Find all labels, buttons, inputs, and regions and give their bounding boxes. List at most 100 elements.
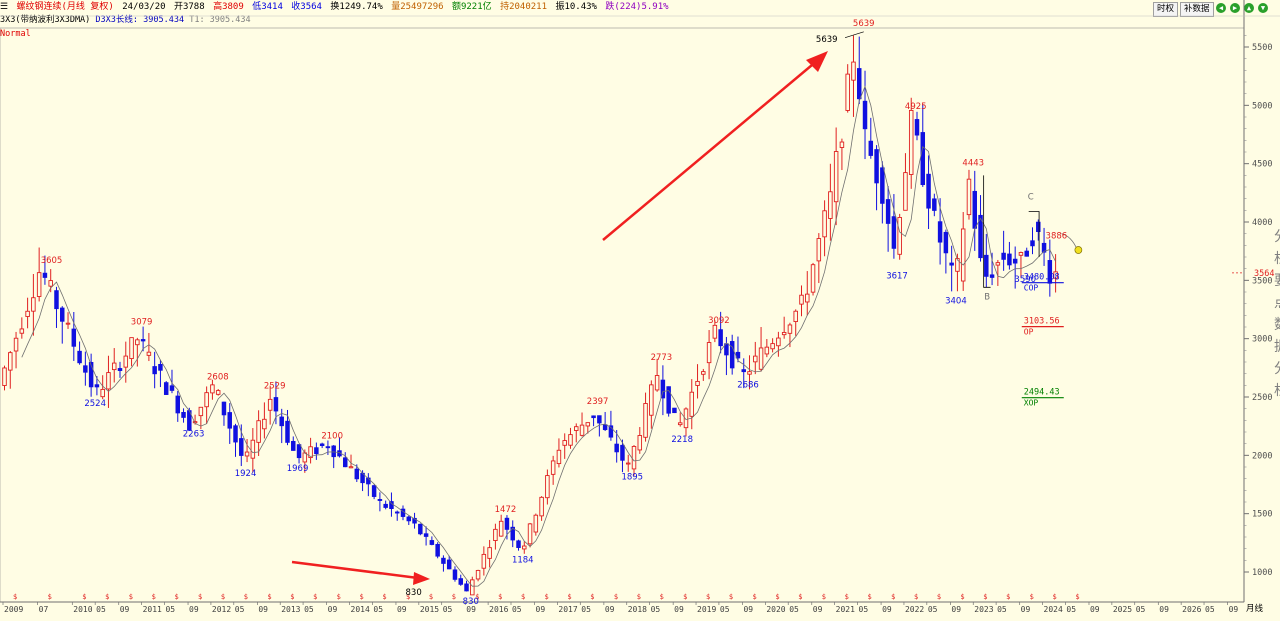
swing-label: 2218 xyxy=(671,435,693,445)
x-tick-label: 09 xyxy=(466,605,476,614)
swing-label: 1924 xyxy=(235,469,257,479)
candle-body xyxy=(989,274,995,278)
candle-body xyxy=(568,434,573,446)
menu-icon[interactable]: ☰ xyxy=(0,2,9,12)
y-tick-label: 3000 xyxy=(1252,335,1272,345)
candle-body xyxy=(649,384,654,416)
dividend-marker: $ xyxy=(82,593,86,601)
dividend-marker: $ xyxy=(267,593,271,601)
candle-body xyxy=(31,297,36,312)
candle-body xyxy=(891,216,897,249)
down-icon[interactable]: ▼ xyxy=(1258,3,1268,13)
candle-body xyxy=(354,468,360,480)
volume: 量25497296 xyxy=(391,2,444,12)
x-tick-label: 09 xyxy=(882,605,892,614)
dividend-marker: $ xyxy=(914,593,918,601)
x-tick-label: 05 xyxy=(928,605,938,614)
dividend-marker: $ xyxy=(798,593,802,601)
candle-body xyxy=(163,382,169,395)
candle-body xyxy=(966,178,972,216)
candle-body xyxy=(550,460,556,475)
plot-frame xyxy=(0,27,1245,603)
time-rights-button[interactable]: 时权 xyxy=(1153,2,1179,17)
swing-label: 5639 xyxy=(816,35,838,45)
candle-body xyxy=(198,406,204,417)
candle-body xyxy=(19,328,25,334)
candle-body xyxy=(244,451,250,457)
candle-body xyxy=(735,351,741,359)
candle-body xyxy=(689,391,695,417)
candle-body xyxy=(828,191,833,219)
symbol-title[interactable]: 螺纹钢连续(月线 复权) xyxy=(16,2,114,12)
x-tick-label: 09 xyxy=(1159,605,1169,614)
candle-body xyxy=(539,496,544,517)
candle-body xyxy=(926,173,931,209)
candle-body xyxy=(65,322,71,325)
high-price: 高3809 xyxy=(213,2,244,12)
candle-body xyxy=(793,310,798,323)
period-label[interactable]: 月线 xyxy=(1246,604,1264,614)
candle-body xyxy=(77,350,82,364)
candle-body xyxy=(724,343,729,356)
up-icon[interactable]: ▲ xyxy=(1244,3,1254,13)
candle-body xyxy=(348,466,354,469)
dividend-marker: $ xyxy=(775,593,779,601)
x-tick-label: 05 xyxy=(165,605,175,614)
side-char: 析 xyxy=(1274,252,1280,266)
fill-data-button[interactable]: 补数据 xyxy=(1180,2,1214,17)
candle-body xyxy=(308,446,313,459)
x-tick-label: 07 xyxy=(39,605,49,614)
wave-b-bracket xyxy=(983,175,991,288)
side-char: 数 xyxy=(1274,318,1280,332)
wave-c-bracket xyxy=(1028,211,1040,257)
candle-body xyxy=(574,426,579,431)
y-tick-label: 5500 xyxy=(1252,43,1272,53)
swing-label: 3886 xyxy=(1046,231,1068,241)
candle-body xyxy=(839,141,845,148)
dividend-marker: $ xyxy=(545,593,549,601)
candle-body xyxy=(94,384,100,388)
back-icon[interactable]: ◀ xyxy=(1216,3,1226,13)
x-tick-label: 09 xyxy=(813,605,823,614)
candle-body xyxy=(706,342,712,364)
swing-label: 1969 xyxy=(287,464,309,474)
candle-body xyxy=(273,397,279,412)
swing-label: 830 xyxy=(406,588,422,598)
candle-body xyxy=(637,435,643,451)
candle-body xyxy=(995,262,1001,266)
candle-body xyxy=(412,517,417,524)
open-price: 开3788 xyxy=(173,2,205,12)
swing-label: 2524 xyxy=(84,399,106,409)
candle-body xyxy=(100,388,105,398)
x-tick-label: 09 xyxy=(258,605,268,614)
candle-body xyxy=(464,583,469,592)
x-tick-label: 2018 xyxy=(628,605,647,614)
amplitude: 振10.43% xyxy=(555,2,597,12)
x-tick-label: 05 xyxy=(1066,605,1076,614)
candle-body xyxy=(545,475,550,499)
forward-icon[interactable]: ▶ xyxy=(1230,3,1240,13)
candle-body xyxy=(660,379,666,399)
x-tick-label: 2016 xyxy=(489,605,508,614)
candle-body xyxy=(770,343,775,350)
candle-body xyxy=(140,339,146,342)
candle-body xyxy=(845,73,850,111)
candle-body xyxy=(215,390,221,395)
dividend-marker: $ xyxy=(1075,593,1079,601)
candle-body xyxy=(643,403,648,438)
candle-body xyxy=(487,547,492,559)
candle-body xyxy=(181,412,186,418)
swing-label: B xyxy=(984,292,990,302)
indicator-name[interactable]: 3X3(带纳波利3X3DMA) xyxy=(0,15,91,25)
candle-body xyxy=(903,172,908,211)
swing-label: C xyxy=(1028,193,1034,203)
candle-body xyxy=(406,516,412,522)
candle-body xyxy=(204,392,209,408)
dividend-marker: $ xyxy=(822,593,826,601)
swing-label: 3404 xyxy=(945,297,967,307)
dividend-marker: $ xyxy=(13,593,17,601)
dividend-marker: $ xyxy=(1030,593,1034,601)
candle-body xyxy=(666,386,671,414)
candle-body xyxy=(8,352,13,371)
